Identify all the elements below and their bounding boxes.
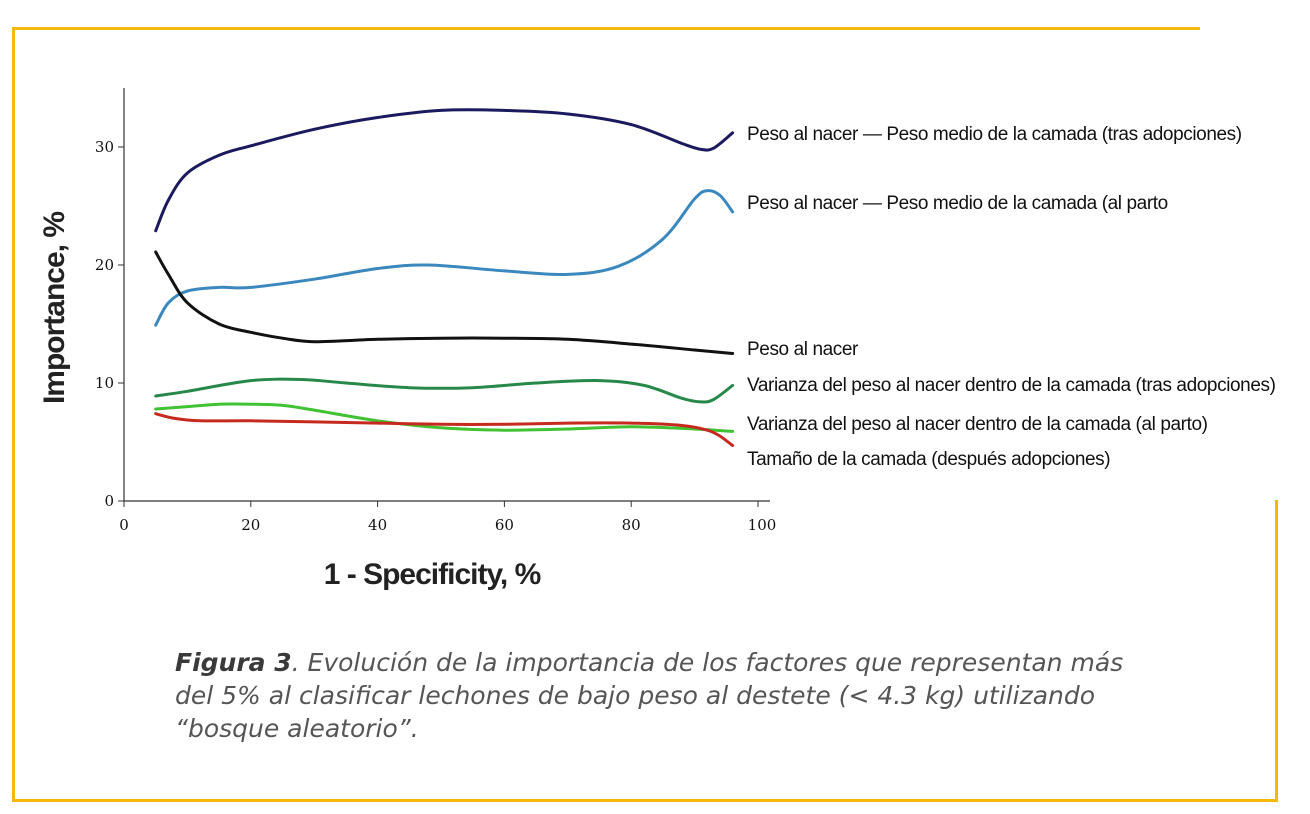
series-line-varianza-tras-adopciones xyxy=(154,377,735,404)
legend-label: Peso al nacer — Peso medio de la camada … xyxy=(747,124,1242,145)
frame-top-line xyxy=(12,27,1200,30)
x-tick-label: 20 xyxy=(241,516,260,534)
x-axis-title: 1 - Specificity, % xyxy=(324,558,541,591)
series-line-peso-camada-al-parto xyxy=(154,189,735,327)
legend-label: Peso al nacer — Peso medio de la camada … xyxy=(747,193,1168,214)
series-lines xyxy=(154,108,735,447)
series-line-peso-al-nacer xyxy=(154,250,735,355)
frame-bottom-line xyxy=(12,799,1278,802)
x-tick-label: 100 xyxy=(748,516,777,534)
y-tick-label: 0 xyxy=(104,492,114,510)
chart-axes: 0 20 40 60 80 100 0 10 20 30 xyxy=(95,88,776,534)
y-tick-label: 30 xyxy=(95,138,114,156)
legend: Peso al nacer — Peso medio de la camada … xyxy=(747,124,1276,470)
legend-label: Tamaño de la camada (después adopciones) xyxy=(747,449,1110,470)
y-axis-title: Importance, % xyxy=(38,212,71,404)
legend-label: Peso al nacer xyxy=(747,339,859,360)
x-tick-label: 60 xyxy=(495,516,514,534)
frame-left-line xyxy=(12,27,15,802)
frame-right-line xyxy=(1275,500,1278,802)
x-tick-label: 40 xyxy=(368,516,387,534)
figure-caption: Figura 3. Evolución de la importancia de… xyxy=(175,646,1195,745)
series-line-varianza-al-parto xyxy=(154,402,735,433)
series-line-peso-camada-tras-adopciones xyxy=(154,108,735,233)
x-tick-label: 80 xyxy=(622,516,641,534)
series-line-tamano-camada xyxy=(154,412,735,447)
caption-line-2: del 5% al clasificar lechones de bajo pe… xyxy=(175,681,1096,710)
y-tick-label: 20 xyxy=(95,256,114,274)
importance-chart: 0 20 40 60 80 100 0 10 20 30 Peso al nacer — Peso… xyxy=(38,88,1276,591)
x-tick-label: 0 xyxy=(119,516,129,534)
caption-figure-number: Figura 3 xyxy=(175,648,292,677)
caption-line-3: “bosque aleatorio”. xyxy=(175,714,419,743)
legend-label: Varianza del peso al nacer dentro de la … xyxy=(747,414,1208,435)
caption-line-1: . Evolución de la importancia de los fac… xyxy=(291,648,1124,677)
legend-label: Varianza del peso al nacer dentro de la … xyxy=(747,375,1276,396)
y-tick-label: 10 xyxy=(95,374,114,392)
